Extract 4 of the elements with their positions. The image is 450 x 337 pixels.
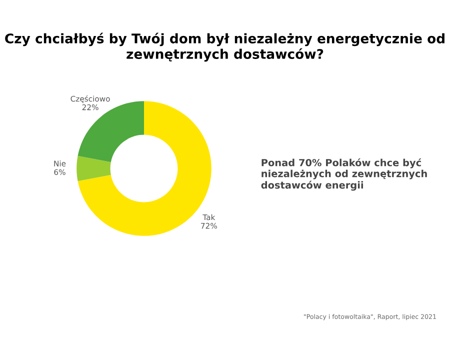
text: Ponad 70% Polaków chce być niezależnych od zewnętrznych dostawców energii xyxy=(261,158,427,191)
donut-slice xyxy=(78,101,144,162)
donut-slice xyxy=(76,156,111,182)
chart-title: Czy chciałbyś by Twój dom był niezależny energetycznie od zewnętrznych dostawców? xyxy=(5,32,444,62)
